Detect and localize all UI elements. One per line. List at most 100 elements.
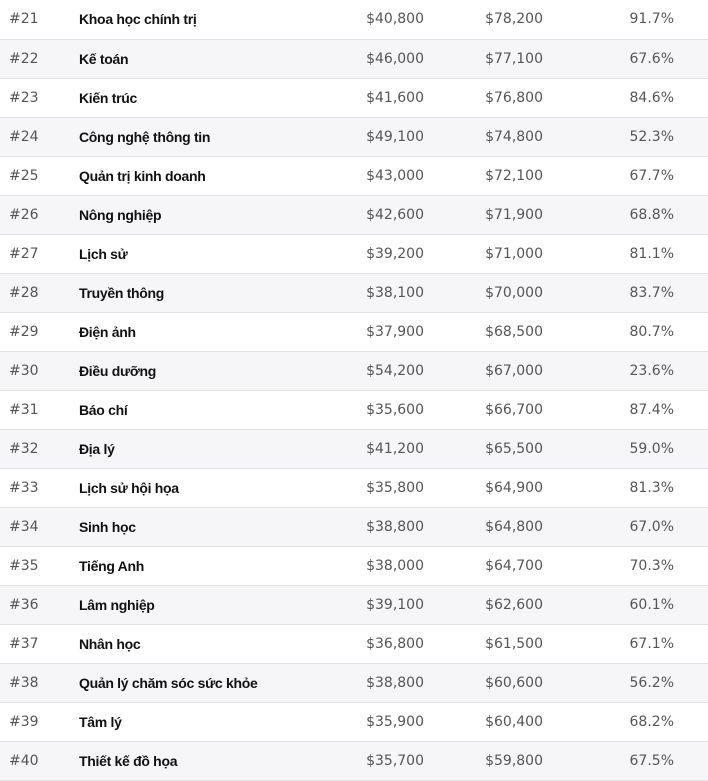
percent: 91.7% xyxy=(543,0,674,40)
table-row: #28 Truyền thông $38,100 $70,000 83.7% xyxy=(0,273,708,313)
starting-salary: $35,600 xyxy=(339,390,424,430)
percent: 52.3% xyxy=(543,117,674,157)
major-name: Khoa học chính trị xyxy=(79,0,339,40)
percent: 67.5% xyxy=(543,741,674,781)
percent: 67.1% xyxy=(543,624,674,664)
table-row: #39 Tâm lý $35,900 $60,400 68.2% xyxy=(0,702,708,742)
rank: #34 xyxy=(0,507,79,547)
mid-career-salary: $59,800 xyxy=(424,741,543,781)
starting-salary: $35,700 xyxy=(339,741,424,781)
mid-career-salary: $70,000 xyxy=(424,273,543,313)
major-name: Kế toán xyxy=(79,39,339,79)
table-row: #23 Kiến trúc $41,600 $76,800 84.6% xyxy=(0,78,708,118)
major-name: Truyền thông xyxy=(79,273,339,313)
rank: #21 xyxy=(0,0,79,40)
table-row: #34 Sinh học $38,800 $64,800 67.0% xyxy=(0,507,708,547)
mid-career-salary: $64,800 xyxy=(424,507,543,547)
major-name: Lâm nghiệp xyxy=(79,585,339,625)
percent: 87.4% xyxy=(543,390,674,430)
mid-career-salary: $60,400 xyxy=(424,702,543,742)
rank: #26 xyxy=(0,195,79,235)
starting-salary: $43,000 xyxy=(339,156,424,196)
starting-salary: $42,600 xyxy=(339,195,424,235)
percent: 68.8% xyxy=(543,195,674,235)
mid-career-salary: $67,000 xyxy=(424,351,543,391)
rank: #37 xyxy=(0,624,79,664)
starting-salary: $46,000 xyxy=(339,39,424,79)
mid-career-salary: $65,500 xyxy=(424,429,543,469)
mid-career-salary: $64,900 xyxy=(424,468,543,508)
major-name: Nông nghiệp xyxy=(79,195,339,235)
table-row: #22 Kế toán $46,000 $77,100 67.6% xyxy=(0,39,708,79)
percent: 59.0% xyxy=(543,429,674,469)
percent: 70.3% xyxy=(543,546,674,586)
percent: 23.6% xyxy=(543,351,674,391)
table-row: #33 Lịch sử hội họa $35,800 $64,900 81.3% xyxy=(0,468,708,508)
table-row: #36 Lâm nghiệp $39,100 $62,600 60.1% xyxy=(0,585,708,625)
rank: #27 xyxy=(0,234,79,274)
major-name: Sinh học xyxy=(79,507,339,547)
major-name: Thiết kế đồ họa xyxy=(79,741,339,781)
rank: #40 xyxy=(0,741,79,781)
percent: 84.6% xyxy=(543,78,674,118)
table-row: #31 Báo chí $35,600 $66,700 87.4% xyxy=(0,390,708,430)
major-name: Kiến trúc xyxy=(79,78,339,118)
table-row: #30 Điều dưỡng $54,200 $67,000 23.6% xyxy=(0,351,708,391)
major-name: Địa lý xyxy=(79,429,339,469)
rank: #31 xyxy=(0,390,79,430)
percent: 56.2% xyxy=(543,663,674,703)
major-name: Báo chí xyxy=(79,390,339,430)
percent: 60.1% xyxy=(543,585,674,625)
mid-career-salary: $71,000 xyxy=(424,234,543,274)
major-name: Lịch sử xyxy=(79,234,339,274)
percent: 80.7% xyxy=(543,312,674,352)
starting-salary: $41,200 xyxy=(339,429,424,469)
percent: 68.2% xyxy=(543,702,674,742)
percent: 67.7% xyxy=(543,156,674,196)
percent: 67.6% xyxy=(543,39,674,79)
starting-salary: $36,800 xyxy=(339,624,424,664)
rank: #32 xyxy=(0,429,79,469)
table-row: #35 Tiếng Anh $38,000 $64,700 70.3% xyxy=(0,546,708,586)
mid-career-salary: $77,100 xyxy=(424,39,543,79)
starting-salary: $38,100 xyxy=(339,273,424,313)
mid-career-salary: $66,700 xyxy=(424,390,543,430)
starting-salary: $54,200 xyxy=(339,351,424,391)
major-name: Quản lý chăm sóc sức khỏe xyxy=(79,663,339,703)
major-name: Điều dưỡng xyxy=(79,351,339,391)
mid-career-salary: $61,500 xyxy=(424,624,543,664)
table-row: #40 Thiết kế đồ họa $35,700 $59,800 67.5% xyxy=(0,741,708,781)
major-name: Tiếng Anh xyxy=(79,546,339,586)
rank: #38 xyxy=(0,663,79,703)
starting-salary: $39,200 xyxy=(339,234,424,274)
table-row: #24 Công nghệ thông tin $49,100 $74,800 52.3… xyxy=(0,117,708,157)
mid-career-salary: $64,700 xyxy=(424,546,543,586)
starting-salary: $38,800 xyxy=(339,507,424,547)
starting-salary: $41,600 xyxy=(339,78,424,118)
rank: #30 xyxy=(0,351,79,391)
table-row: #21 Khoa học chính trị $40,800 $78,200 91.7% xyxy=(0,0,708,40)
table-row: #32 Địa lý $41,200 $65,500 59.0% xyxy=(0,429,708,469)
rank: #35 xyxy=(0,546,79,586)
rank: #24 xyxy=(0,117,79,157)
major-name: Công nghệ thông tin xyxy=(79,117,339,157)
starting-salary: $35,900 xyxy=(339,702,424,742)
rank: #39 xyxy=(0,702,79,742)
table-row: #27 Lịch sử $39,200 $71,000 81.1% xyxy=(0,234,708,274)
rank: #29 xyxy=(0,312,79,352)
starting-salary: $38,000 xyxy=(339,546,424,586)
rank: #33 xyxy=(0,468,79,508)
starting-salary: $37,900 xyxy=(339,312,424,352)
mid-career-salary: $62,600 xyxy=(424,585,543,625)
table-row: #26 Nông nghiệp $42,600 $71,900 68.8% xyxy=(0,195,708,235)
major-name: Nhân học xyxy=(79,624,339,664)
starting-salary: $38,800 xyxy=(339,663,424,703)
percent: 81.3% xyxy=(543,468,674,508)
major-name: Quản trị kinh doanh xyxy=(79,156,339,196)
mid-career-salary: $76,800 xyxy=(424,78,543,118)
percent: 83.7% xyxy=(543,273,674,313)
major-name: Tâm lý xyxy=(79,702,339,742)
mid-career-salary: $78,200 xyxy=(424,0,543,40)
